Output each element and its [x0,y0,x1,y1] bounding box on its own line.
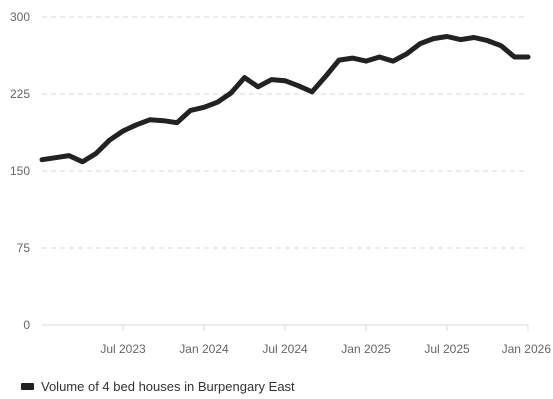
legend-label: Volume of 4 bed houses in Burpengary Eas… [41,379,295,394]
x-tick-label: Jul 2025 [424,342,470,356]
y-tick-label: 150 [10,164,30,178]
y-axis-tick-labels: 0 75 150 225 300 [10,10,30,332]
series-layer [42,36,528,161]
legend-swatch [21,383,34,390]
y-tick-label: 300 [10,10,30,24]
gridlines [42,17,528,248]
y-tick-label: 225 [10,87,30,101]
x-tick-label: Jan 2025 [341,342,391,356]
y-tick-label: 75 [17,241,31,255]
legend: Volume of 4 bed houses in Burpengary Eas… [21,379,295,394]
x-tick-label: Jan 2026 [502,342,552,356]
x-tick-label: Jan 2024 [179,342,229,356]
x-tick-label: Jul 2024 [262,342,308,356]
y-tick-label: 0 [23,318,30,332]
x-tick-label: Jul 2023 [100,342,146,356]
x-axis: Jul 2023 Jan 2024 Jul 2024 Jan 2025 Jul 2025… [42,325,551,356]
series-line [42,37,528,162]
